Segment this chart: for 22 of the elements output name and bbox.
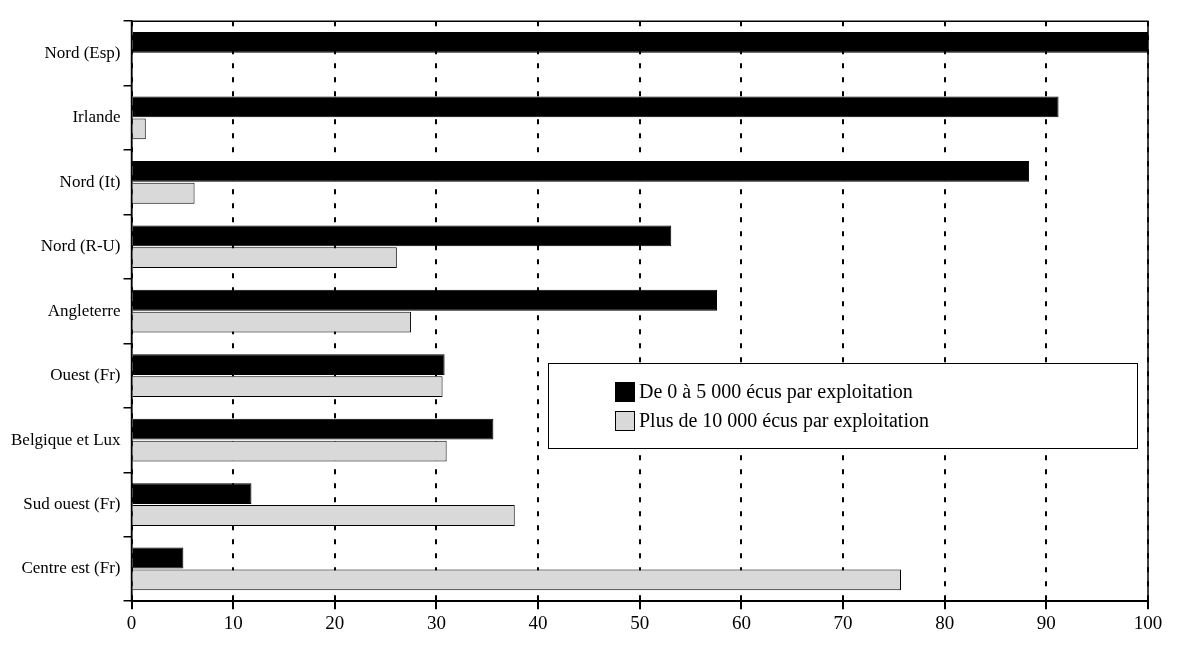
y-tick-label: Belgique et Lux xyxy=(11,429,122,449)
y-tick-label: Angleterre xyxy=(47,300,121,320)
x-tick-label: 0 xyxy=(126,611,137,633)
x-tick-label: 50 xyxy=(630,611,650,633)
x-tick-label: 80 xyxy=(935,611,955,633)
x-tick-label: 100 xyxy=(1133,611,1163,633)
y-tick-label: Irlande xyxy=(72,107,121,127)
x-tick-label: 40 xyxy=(528,611,548,633)
y-tick-label: Nord (R-U) xyxy=(40,236,121,256)
x-tick-label: 10 xyxy=(223,611,243,633)
x-tick-label: 30 xyxy=(426,611,446,633)
legend-label: De 0 à 5 000 écus par exploitation xyxy=(639,380,913,403)
x-tick-label: 90 xyxy=(1036,611,1056,633)
y-tick-label: Nord (It) xyxy=(59,171,121,191)
x-tick-label: 20 xyxy=(325,611,345,633)
y-tick-label: Sud ouest (Fr) xyxy=(23,494,121,513)
legend-label: Plus de 10 000 écus par exploitation xyxy=(639,409,929,432)
y-tick-label: Ouest (Fr) xyxy=(50,365,121,385)
x-tick-label: 60 xyxy=(731,611,751,633)
y-tick-label: Nord (Esp) xyxy=(44,42,121,62)
y-tick-label: Centre est (Fr) xyxy=(21,558,121,578)
x-tick-label: 70 xyxy=(833,611,853,633)
